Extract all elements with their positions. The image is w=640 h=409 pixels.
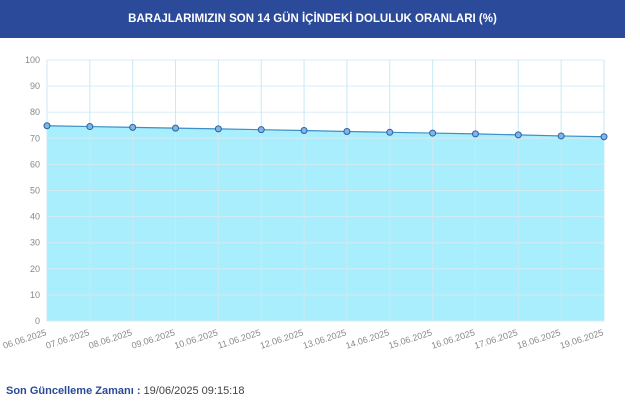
footer: Son Güncelleme Zamanı : 19/06/2025 09:15… bbox=[6, 385, 244, 397]
chart-title: BARAJLARIMIZIN SON 14 GÜN İÇİNDEKİ DOLUL… bbox=[0, 0, 625, 38]
x-tick-label: 06.06.2025 bbox=[2, 327, 48, 350]
x-tick-label: 12.06.2025 bbox=[259, 327, 305, 350]
footer-label: Son Güncelleme Zamanı : bbox=[6, 385, 141, 397]
y-tick-label: 30 bbox=[30, 238, 40, 248]
point bbox=[214, 125, 222, 133]
x-tick-label: 16.06.2025 bbox=[430, 327, 476, 350]
y-tick-label: 0 bbox=[35, 316, 40, 326]
y-tick-label: 40 bbox=[30, 212, 40, 222]
point bbox=[600, 133, 608, 141]
y-tick-label: 70 bbox=[30, 133, 40, 143]
y-tick-label: 10 bbox=[30, 290, 40, 300]
point bbox=[86, 123, 94, 131]
point bbox=[300, 126, 308, 134]
point bbox=[172, 124, 180, 132]
area bbox=[47, 125, 604, 321]
x-tick-label: 07.06.2025 bbox=[45, 327, 91, 350]
point bbox=[343, 128, 351, 136]
point bbox=[257, 126, 265, 134]
x-tick-label: 18.06.2025 bbox=[516, 327, 562, 350]
x-tick-label: 17.06.2025 bbox=[473, 327, 519, 350]
y-tick-label: 90 bbox=[30, 81, 40, 91]
point bbox=[386, 128, 394, 136]
point bbox=[471, 130, 479, 138]
x-tick-label: 11.06.2025 bbox=[217, 327, 262, 350]
footer-value: 19/06/2025 09:15:18 bbox=[143, 385, 245, 397]
x-tick-label: 10.06.2025 bbox=[173, 327, 219, 350]
chart: 0 10 20 30 40 50 60 70 80 90 100 06.06.202507.06.20… bbox=[2, 55, 608, 351]
y-tick-label: 50 bbox=[30, 186, 40, 196]
x-tick-label: 15.06.2025 bbox=[387, 327, 433, 350]
line bbox=[46, 125, 605, 138]
y-tick-label: 20 bbox=[30, 264, 40, 274]
x-tick-label: 19.06.2025 bbox=[559, 327, 605, 350]
y-tick-label: 60 bbox=[30, 159, 40, 169]
point bbox=[557, 132, 565, 140]
y-tick-label: 100 bbox=[25, 55, 40, 65]
x-tick-label: 14.06.2025 bbox=[344, 327, 390, 350]
x-tick-label: 09.06.2025 bbox=[130, 327, 176, 350]
point bbox=[514, 131, 522, 139]
y-tick-label: 80 bbox=[30, 107, 40, 117]
x-tick-label: 13.06.2025 bbox=[302, 327, 348, 350]
point bbox=[129, 123, 137, 131]
x-tick-label: 08.06.2025 bbox=[87, 327, 133, 350]
point bbox=[43, 122, 51, 130]
point bbox=[429, 129, 437, 137]
